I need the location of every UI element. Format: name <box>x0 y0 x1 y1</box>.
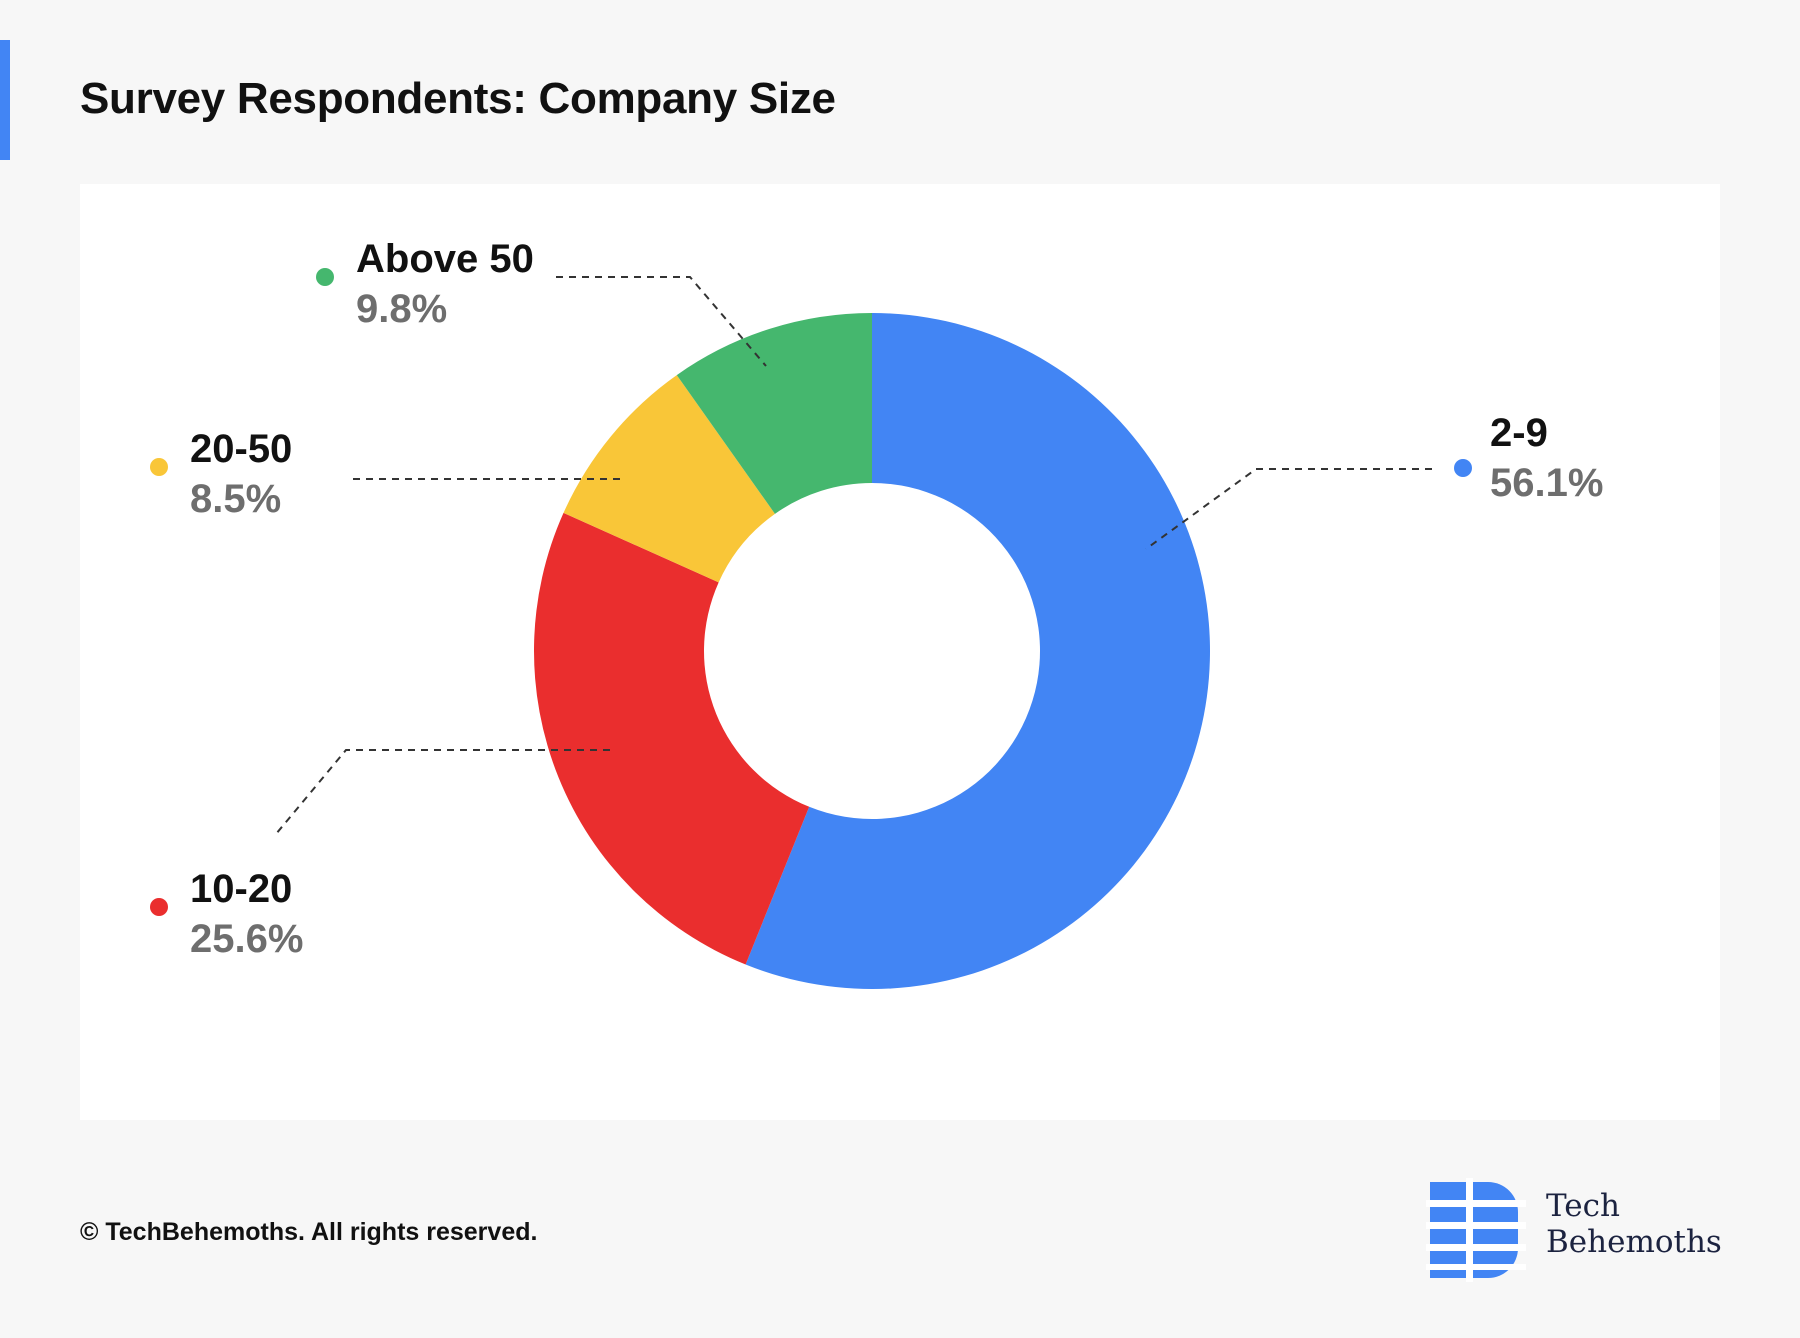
category-label-20-50: 20-50 <box>190 427 292 471</box>
legend-dot-2-9 <box>1454 459 1472 477</box>
donut-slice-2-9 <box>745 313 1210 989</box>
copyright-text: © TechBehemoths. All rights reserved. <box>80 1218 538 1246</box>
percent-label-above-50: 9.8% <box>356 287 447 331</box>
accent-bar <box>0 40 10 160</box>
logo-wordmark: Tech Behemoths <box>1546 1188 1722 1260</box>
techbehemoths-logo: Tech Behemoths <box>1426 1178 1726 1282</box>
donut-chart: 2-9 56.1% 10-20 25.6% 20-50 8.5% Above 50 9.8% <box>150 237 1603 989</box>
donut-slice-above-50 <box>676 313 872 514</box>
chart-panel: 2-9 56.1% 10-20 25.6% 20-50 8.5% Above 50 9.8% <box>80 184 1720 1120</box>
percent-label-20-50: 8.5% <box>190 477 281 521</box>
donut-slice-10-20 <box>534 512 810 965</box>
category-label-10-20: 10-20 <box>190 867 292 911</box>
donut-slice-20-50 <box>563 375 775 583</box>
leader-line-2-9 <box>1145 468 1432 550</box>
logo-word-tech: Tech <box>1546 1188 1620 1224</box>
category-label-2-9: 2-9 <box>1490 411 1548 455</box>
legend-dot-20-50 <box>150 458 168 476</box>
category-label-above-50: Above 50 <box>356 237 534 281</box>
logo-mark-icon <box>1426 1178 1526 1282</box>
logo-word-behemoths: Behemoths <box>1546 1224 1722 1260</box>
legend-dot-above-50 <box>316 268 334 286</box>
page-title: Survey Respondents: Company Size <box>80 74 836 123</box>
legend-dot-10-20 <box>150 898 168 916</box>
leader-line-10-20 <box>275 749 610 835</box>
percent-label-2-9: 56.1% <box>1490 461 1603 505</box>
percent-label-10-20: 25.6% <box>190 917 303 961</box>
leader-line-above-50 <box>556 276 767 367</box>
